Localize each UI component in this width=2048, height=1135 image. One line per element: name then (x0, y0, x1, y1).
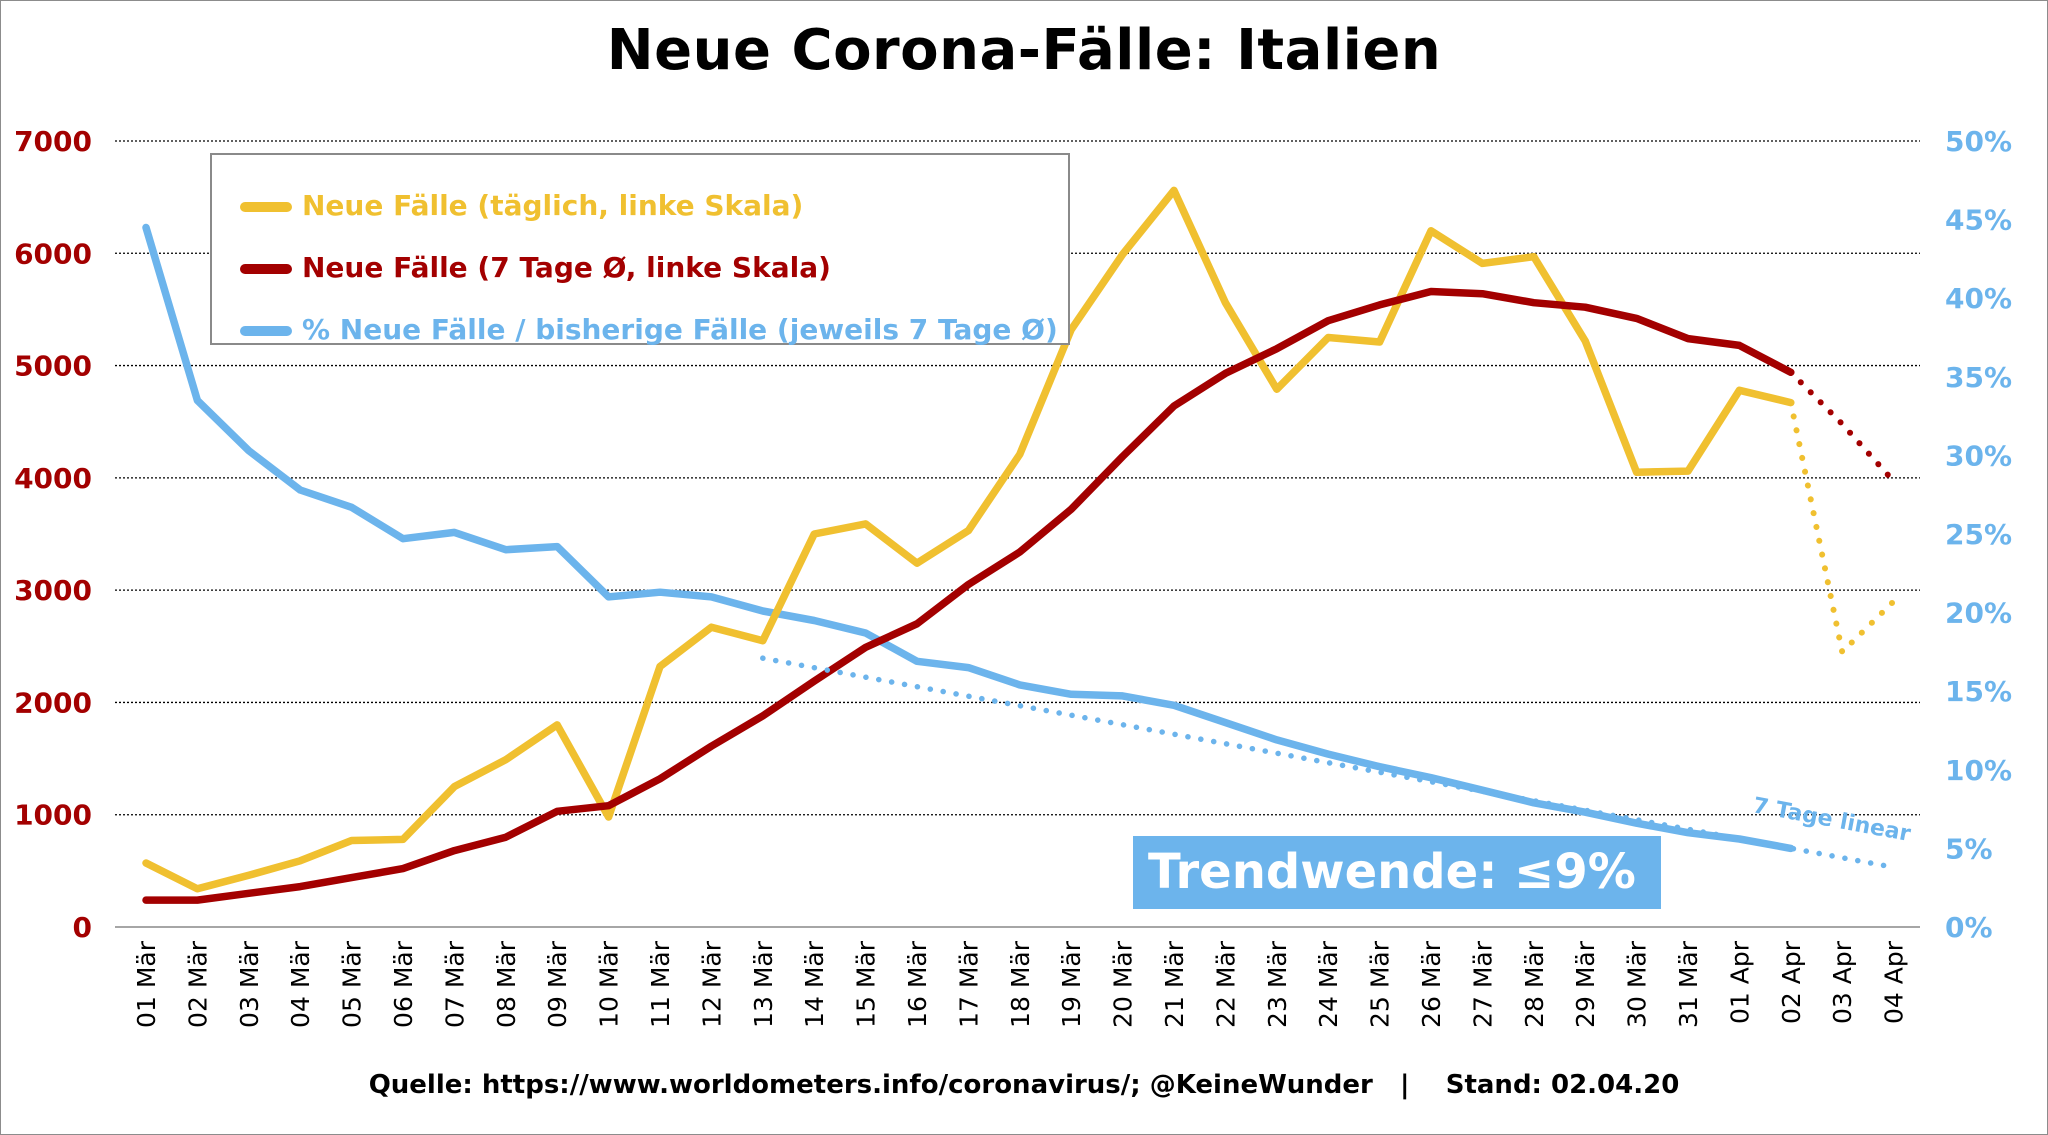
x-tick-label: 01 Mär (132, 940, 161, 1028)
x-tick-label: 08 Mär (492, 940, 521, 1028)
x-tick-label: 03 Apr (1828, 940, 1857, 1024)
y-left-tick-label: 1000 (14, 799, 92, 832)
x-tick-label: 21 Mär (1160, 940, 1189, 1028)
x-tick-label: 16 Mär (903, 940, 932, 1028)
x-tick-label: 30 Mär (1623, 940, 1652, 1028)
y-right-tick-label: 10% (1945, 754, 2012, 787)
y-left-tick-label: 5000 (14, 350, 92, 383)
x-tick-label: 02 Mär (183, 940, 212, 1028)
legend-swatch-daily (240, 202, 292, 212)
trendline-7day-linear (760, 655, 1897, 871)
x-tick-label: 04 Apr (1880, 940, 1909, 1024)
x-tick-label: 06 Mär (389, 940, 418, 1028)
y-left-tick-label: 6000 (14, 237, 92, 270)
x-tick-label: 18 Mär (1006, 940, 1035, 1028)
x-tick-label: 09 Mär (543, 940, 572, 1028)
trend-callout: Trendwende: ≤9% (1133, 836, 1661, 909)
y-right-tick-label: 50% (1945, 125, 2012, 158)
legend-item-percent: % Neue Fälle / bisherige Fälle (jeweils … (212, 311, 1068, 351)
y-right-tick-label: 40% (1945, 282, 2012, 315)
legend-label-7day-avg: Neue Fälle (7 Tage Ø, linke Skala) (302, 251, 831, 284)
x-tick-label: 07 Mär (440, 940, 469, 1028)
y-right-tick-label: 0% (1945, 911, 1993, 944)
y-left-tick-label: 4000 (14, 462, 92, 495)
x-tick-label: 27 Mär (1468, 940, 1497, 1028)
x-tick-label: 02 Apr (1777, 940, 1806, 1024)
legend-item-daily: Neue Fälle (täglich, linke Skala) (212, 187, 1068, 227)
series-daily-line (142, 186, 1795, 893)
axis-ticks: 0 1000 2000 3000 4000 5000 6000 7000 0% 5% 10% 15% 2… (14, 125, 2012, 1028)
trendline-label: 7 Tage linear (1751, 793, 1913, 847)
y-right-tick-label: 5% (1945, 832, 1993, 865)
x-tick-label: 28 Mär (1520, 940, 1549, 1028)
x-tick-label: 15 Mär (852, 940, 881, 1028)
legend: Neue Fälle (täglich, linke Skala) Neue F… (210, 153, 1070, 346)
x-tick-label: 26 Mär (1417, 940, 1446, 1028)
legend-swatch-percent (240, 326, 292, 336)
x-tick-label: 12 Mär (697, 940, 726, 1028)
y-left-tick-label: 2000 (14, 686, 92, 719)
y-right-tick-label: 30% (1945, 439, 2012, 472)
legend-item-7day-avg: Neue Fälle (7 Tage Ø, linke Skala) (212, 249, 1068, 289)
x-tick-label: 04 Mär (286, 940, 315, 1028)
y-right-tick-label: 35% (1945, 361, 2012, 394)
series-percent-line (142, 223, 1795, 853)
x-tick-label: 11 Mär (646, 940, 675, 1028)
y-right-tick-label: 25% (1945, 518, 2012, 551)
y-left-tick-label: 0 (73, 911, 92, 944)
source-footer: Quelle: https://www.worldometers.info/co… (368, 1070, 1680, 1100)
gridlines (115, 140, 1920, 928)
x-tick-label: 31 Mär (1674, 940, 1703, 1028)
y-right-tick-label: 45% (1945, 204, 2012, 237)
legend-label-daily: Neue Fälle (täglich, linke Skala) (302, 189, 804, 222)
chart-title: Neue Corona-Fälle: Italien (606, 18, 1442, 83)
x-tick-label: 20 Mär (1109, 940, 1138, 1028)
series-daily-forecast (1787, 399, 1897, 658)
x-tick-label: 25 Mär (1366, 940, 1395, 1028)
series-7day-avg-line (142, 287, 1795, 904)
x-tick-label: 29 Mär (1571, 940, 1600, 1028)
x-tick-label: 03 Mär (235, 940, 264, 1028)
y-right-tick-label: 20% (1945, 597, 2012, 630)
x-tick-label: 17 Mär (954, 940, 983, 1028)
y-right-tick-label: 15% (1945, 675, 2012, 708)
x-tick-label: 01 Apr (1725, 940, 1754, 1024)
legend-label-percent: % Neue Fälle / bisherige Fälle (jeweils … (302, 313, 1058, 346)
y-left-tick-label: 3000 (14, 574, 92, 607)
x-tick-label: 22 Mär (1211, 940, 1240, 1028)
x-tick-label: 14 Mär (800, 940, 829, 1028)
x-tick-label: 13 Mär (749, 940, 778, 1028)
x-tick-label: 05 Mär (338, 940, 367, 1028)
x-tick-label: 19 Mär (1057, 940, 1086, 1028)
series-lines: 7 Tage linear (142, 186, 1913, 904)
x-tick-label: 10 Mär (595, 940, 624, 1028)
x-tick-label: 23 Mär (1263, 940, 1292, 1028)
y-left-tick-label: 7000 (14, 125, 92, 158)
x-tick-label: 24 Mär (1314, 940, 1343, 1028)
series-7day-avg-forecast (1787, 369, 1897, 485)
legend-swatch-7day-avg (240, 264, 292, 274)
